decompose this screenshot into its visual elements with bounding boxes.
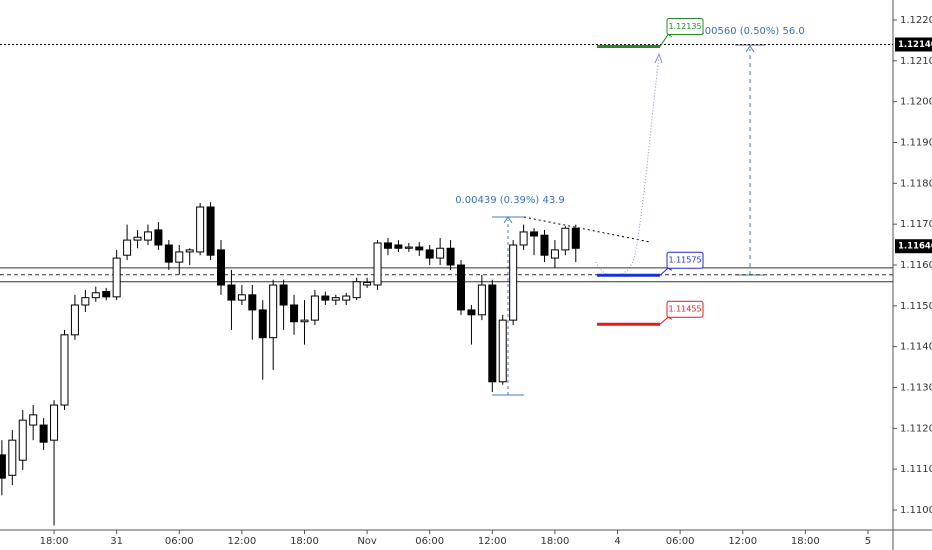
price-marker-label: 1.12140 [898,40,932,50]
level-label-box [666,18,704,36]
candle-body [321,295,330,301]
candle-body [467,309,476,316]
x-tick-label: 18:00 [290,536,319,547]
candle-body [112,257,121,298]
x-tick-label: 12:00 [478,536,507,547]
measure-tool [492,216,524,396]
y-tick-label: 1.11300 [900,382,932,393]
candle-body [383,242,392,249]
candle-body [300,319,309,323]
x-tick-label: 4 [614,536,620,547]
measure-label: 0.00439 (0.39%) 43.9 [455,195,565,206]
candle-body [164,244,173,263]
candle-body [227,284,236,301]
y-tick-label: 1.11700 [900,219,932,230]
y-tick-label: 1.11800 [900,178,932,189]
candle-body [175,251,184,263]
candle-body [217,249,226,286]
measure-label: 0.00560 (0.50%) 56.0 [695,26,805,37]
candle-body [457,264,466,311]
y-tick-label: 1.11600 [900,260,932,271]
level-label-box [666,251,704,269]
x-tick-label: 31 [110,536,123,547]
candle-body [143,231,152,241]
x-tick-label: 12:00 [728,536,757,547]
candle-body [237,294,246,301]
y-tick-label: 1.11400 [900,342,932,353]
candle-body [133,236,142,241]
price-marker-label: 1.11646 [898,242,932,252]
candle-body [331,297,340,301]
candle-body [373,242,382,286]
x-tick-label: 18:00 [541,536,570,547]
y-tick-label: 1.11200 [900,423,932,434]
trendline [523,216,651,243]
x-tick-label: 18:00 [791,536,820,547]
x-tick-label: 5 [865,536,871,547]
candle-body [498,319,507,383]
candle-body [363,282,372,286]
candle-body [70,304,79,336]
y-tick-label: 1.11500 [900,301,932,312]
candle-body [310,295,319,321]
candle-body [0,454,6,479]
candle-body [530,231,539,237]
y-tick-label: 1.12100 [900,56,932,67]
y-tick-label: 1.11000 [900,505,932,516]
candle-body [540,234,549,256]
candle-body [488,284,497,383]
candle-body [425,249,434,259]
candle-body [269,284,278,339]
candle-body [258,309,267,339]
candle-body [446,247,455,266]
candle-body [477,284,486,316]
level-label: 1.12135 [668,22,701,31]
candle-body [123,239,132,256]
level-label: 1.11455 [668,305,701,314]
candle-body [394,244,403,249]
candle-body [550,249,559,259]
candle-body [571,227,580,249]
candle-body [519,231,528,246]
x-tick-label: 06:00 [666,536,695,547]
y-tick-label: 1.11100 [900,464,932,475]
candle-body [39,424,48,443]
candle-body [206,206,215,256]
y-tick-label: 1.11900 [900,138,932,149]
candle-body [154,229,163,246]
candle-body [509,244,518,321]
candle-body [279,284,288,306]
candle-body [196,206,205,253]
y-tick-label: 1.12200 [900,15,932,26]
candle-body [60,334,69,406]
candle-body [8,439,17,476]
y-tick-label: 1.12000 [900,97,932,108]
level-label-box [666,300,704,318]
candle-body [404,246,413,249]
level-label: 1.11575 [668,256,701,265]
candle-body [415,246,424,251]
candle-body [18,419,27,461]
candle-body [185,249,194,253]
candle-body [248,294,257,311]
projection-arrow [654,52,663,64]
x-tick-label: 12:00 [227,536,256,547]
x-tick-label: 18:00 [40,536,69,547]
candle-body [352,281,361,299]
x-tick-label: 06:00 [415,536,444,547]
candle-body [342,295,351,301]
price-marker-box [895,239,932,254]
candle-body [81,297,90,306]
candle-body [50,404,59,441]
candle-body [102,291,111,298]
candle-body [91,292,100,299]
candle-body [436,247,445,259]
x-tick-label: Nov [357,536,377,547]
candle-body [290,304,299,323]
x-tick-label: 06:00 [165,536,194,547]
candle-body [29,414,38,426]
price-marker-box [895,37,932,52]
candle-body [561,227,570,251]
